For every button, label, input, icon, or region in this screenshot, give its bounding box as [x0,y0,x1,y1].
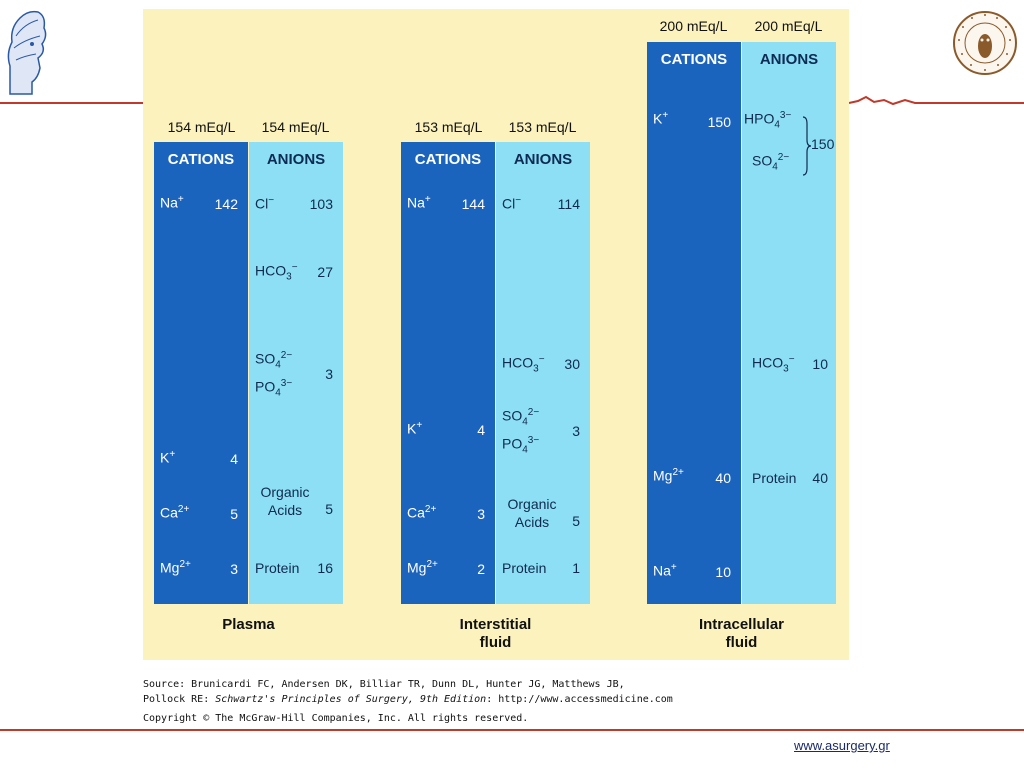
ion-cl: Cl− [255,195,275,212]
value-mg: 2 [477,561,485,577]
header-divider [0,95,1024,111]
ion-mg: Mg2+ [653,467,684,484]
plasma-cations-column: CATIONS Na+ 142 K+ 4 Ca2+ 5 Mg2+ 3 [154,142,248,604]
value-na: 142 [214,196,238,212]
plasma-label: Plasma [222,616,275,633]
plasma-anions-total: 154 mEq/L [261,119,330,135]
value-k: 4 [477,422,485,438]
electrolyte-figure: 154 mEq/L 154 mEq/L CATIONS Na+ 142 K+ 4… [143,9,849,660]
interstitial-label: Interstitial fluid [401,616,590,652]
ion-mg: Mg2+ [407,559,438,576]
value-hco3: 30 [564,356,580,372]
intracellular-label: Intracellular fluid [647,616,836,652]
ion-k: K+ [653,110,669,127]
value-k: 4 [230,451,238,467]
interstitial-cations-total: 153 mEq/L [414,119,483,135]
ion-po4: PO43− [502,435,540,456]
ion-hco3: HCO3− [502,354,545,375]
ion-so4: SO42− [502,407,540,428]
value-organic-acids: 5 [572,513,580,529]
website-link[interactable]: www.asurgery.gr [794,738,890,753]
ion-k: K+ [407,420,423,437]
ion-hco3: HCO3− [752,354,795,375]
value-organic-acids: 5 [325,501,333,517]
ion-protein: Protein [255,560,300,576]
interstitial-label-line2: fluid [479,634,512,651]
copyright-notice: Copyright © The McGraw-Hill Companies, I… [143,713,529,724]
source-line-2: Pollock RE: Schwartz's Principles of Sur… [143,694,673,705]
value-so4-po4: 3 [325,366,333,382]
value-protein: 16 [317,560,333,576]
ion-cl: Cl− [502,195,522,212]
ion-organic-acids: Organic Acids [507,496,557,530]
anions-header: ANIONS [513,151,573,168]
ion-organic-acids: Organic Acids [260,484,310,518]
ion-na: Na+ [653,562,677,579]
value-ca: 3 [477,506,485,522]
value-na: 144 [461,196,485,212]
intracellular-cations-total: 200 mEq/L [659,18,728,34]
ion-hco3: HCO3− [255,262,298,283]
ion-ca: Ca2+ [160,504,190,521]
interstitial-anions-total: 153 mEq/L [508,119,577,135]
ion-po4: PO43− [255,378,293,399]
value-protein: 40 [812,470,828,486]
interstitial-anions-column: ANIONS Cl− 114 HCO3− 30 SO42− PO43− 3 Or… [496,142,590,604]
brace-icon [802,116,812,176]
value-so4-po4: 3 [572,423,580,439]
footer-divider [0,729,1024,731]
value-hpo4-so4: 150 [811,136,835,152]
anions-header: ANIONS [759,51,819,68]
plasma-cations-total: 154 mEq/L [167,119,236,135]
value-hco3: 10 [812,356,828,372]
value-mg: 40 [715,470,731,486]
value-cl: 114 [557,196,580,212]
value-ca: 5 [230,506,238,522]
value-hco3: 27 [317,264,333,280]
source-line-1: Source: Brunicardi FC, Andersen DK, Bill… [143,679,625,690]
value-protein: 1 [572,560,580,576]
intracellular-anions-total: 200 mEq/L [754,18,823,34]
ion-protein: Protein [502,560,547,576]
ion-so4: SO42− [255,350,293,371]
ion-na: Na+ [160,194,184,211]
intracellular-cations-column: CATIONS K+ 150 Mg2+ 40 Na+ 10 [647,42,741,604]
ion-na: Na+ [407,194,431,211]
ion-protein: Protein [752,470,797,486]
value-mg: 3 [230,561,238,577]
ion-k: K+ [160,449,176,466]
value-na: 10 [715,564,731,580]
interstitial-cations-column: CATIONS Na+ 144 K+ 4 Ca2+ 3 Mg2+ 2 [401,142,495,604]
interstitial-label-line1: Interstitial [459,616,532,633]
university-seal-logo [952,10,1018,76]
value-cl: 103 [309,196,333,212]
cations-header: CATIONS [660,51,728,68]
cations-header: CATIONS [414,151,482,168]
ion-ca: Ca2+ [407,504,437,521]
source-citation: Source: Brunicardi FC, Andersen DK, Bill… [143,677,673,707]
intracellular-label-line1: Intracellular [698,616,785,633]
plasma-anions-column: ANIONS Cl− 103 HCO3− 27 SO42− PO43− 3 Or… [249,142,343,604]
cations-header: CATIONS [167,151,235,168]
athena-logo [2,6,50,96]
anions-header: ANIONS [266,151,326,168]
book-title: Schwartz's Principles of Surgery, 9th Ed… [215,694,487,705]
ion-so4: SO42− [752,152,790,173]
intracellular-anions-column: ANIONS HPO43− SO42− 150 HCO3− 10 Protein… [742,42,836,604]
intracellular-label-line2: fluid [725,634,758,651]
value-k: 150 [707,114,731,130]
ion-mg: Mg2+ [160,559,191,576]
ion-hpo4: HPO43− [744,110,792,131]
